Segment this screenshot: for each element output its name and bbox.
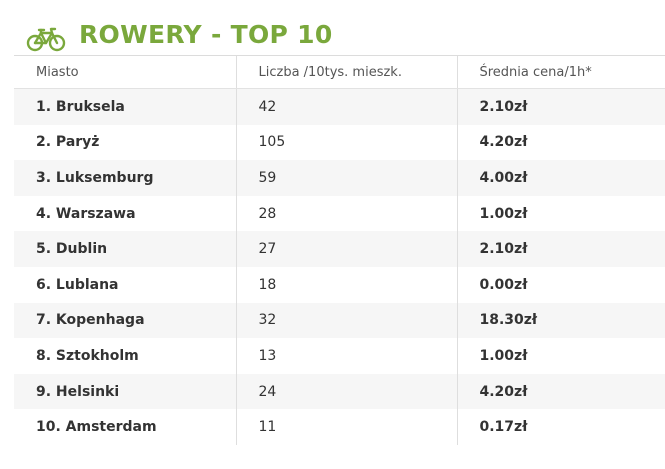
price-cell: 4.20zł [456, 124, 665, 161]
count-cell: 18 [235, 266, 457, 303]
price-cell: 2.10zł [456, 231, 665, 267]
table-row: 6. Lublana 18 0.00zł [14, 266, 665, 303]
price-cell: 4.00zł [456, 160, 665, 196]
price-cell: 4.20zł [456, 373, 665, 410]
column-header-count: Liczba /10tys. mieszk. [235, 56, 457, 89]
price-cell: 2.10zł [456, 88, 665, 125]
city-cell: 3. Luksemburg [14, 160, 236, 196]
table-row: 3. Luksemburg 59 4.00zł [14, 160, 665, 196]
price-cell: 18.30zł [456, 302, 665, 339]
city-cell: 2. Paryż [14, 124, 236, 161]
table-header-row: Miasto Liczba /10tys. mieszk. Średnia ce… [14, 56, 665, 89]
count-cell: 42 [235, 88, 457, 125]
count-cell: 28 [235, 195, 457, 232]
panel-header [14, 0, 665, 56]
table-row: 1. Bruksela 42 2.10zł [14, 88, 665, 125]
count-cell: 105 [235, 124, 457, 161]
table-row: 7. Kopenhaga 32 18.30zł [14, 302, 665, 339]
city-cell: 5. Dublin [14, 231, 236, 267]
table-row: 8. Sztokholm 13 1.00zł [14, 338, 665, 374]
price-cell: 0.00zł [456, 266, 665, 303]
count-cell: 13 [235, 338, 457, 374]
page-title: ROWERY - TOP 10 [79, 20, 333, 49]
bicycle-icon [26, 27, 66, 52]
city-cell: 7. Kopenhaga [14, 302, 236, 339]
price-cell: 1.00zł [456, 195, 665, 232]
city-cell: 1. Bruksela [14, 88, 236, 125]
city-cell: 10. Amsterdam [14, 409, 236, 445]
table-row: 4. Warszawa 28 1.00zł [14, 195, 665, 232]
city-cell: 6. Lublana [14, 266, 236, 303]
count-cell: 24 [235, 373, 457, 410]
table-row: 2. Paryż 105 4.20zł [14, 124, 665, 161]
count-cell: 59 [235, 160, 457, 196]
city-cell: 8. Sztokholm [14, 338, 236, 374]
table-row: 5. Dublin 27 2.10zł [14, 231, 665, 267]
count-cell: 11 [235, 409, 457, 445]
price-cell: 1.00zł [456, 338, 665, 374]
table-row: 10. Amsterdam 11 0.17zł [14, 409, 665, 445]
column-header-city: Miasto [14, 56, 236, 89]
column-header-price: Średnia cena/1h* [456, 56, 665, 89]
city-cell: 4. Warszawa [14, 195, 236, 232]
price-cell: 0.17zł [456, 409, 665, 445]
count-cell: 27 [235, 231, 457, 267]
ranking-table: Miasto Liczba /10tys. mieszk. Średnia ce… [14, 56, 665, 445]
table-row: 9. Helsinki 24 4.20zł [14, 373, 665, 410]
count-cell: 32 [235, 302, 457, 339]
city-cell: 9. Helsinki [14, 373, 236, 410]
